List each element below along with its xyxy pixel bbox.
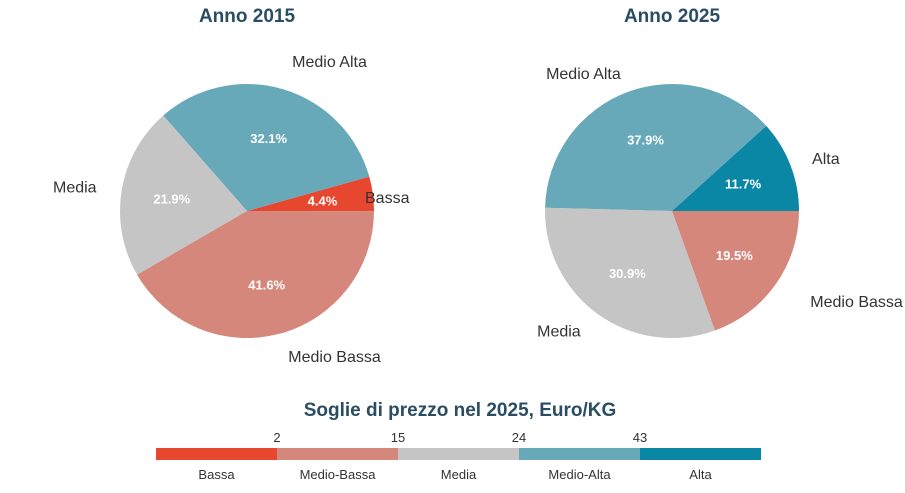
legend-swatch-bassa [156, 448, 277, 460]
legend-category-label: Media [441, 467, 477, 482]
slice-value-label: 32.1% [250, 131, 287, 146]
slice-category-label: Media [537, 323, 581, 340]
chart-title-2015: Anno 2015 [199, 6, 296, 27]
slice-category-label: Alta [812, 151, 840, 168]
pie-chart-2015: 4.4% Bassa 32.1% Medio Alta 21.9% Media 41.6% M… [53, 54, 410, 366]
legend-title: Soglie di prezzo nel 2025, Euro/KG [304, 400, 617, 421]
pie-slice-media [545, 207, 716, 338]
slice-category-label: Bassa [365, 190, 410, 207]
slice-value-label: 37.9% [627, 133, 664, 148]
threshold-legend: Bassa Medio-Bassa Media Medio-Alta Alta 2 15 24… [156, 430, 761, 482]
legend-category-label: Medio-Alta [548, 467, 611, 482]
pie-slice-bassa [247, 176, 374, 212]
pie-chart-2025: 11.7% Alta 37.9% Medio Alta 30.9% Media 19.5% M… [537, 66, 903, 341]
slice-category-label: Media [53, 180, 97, 197]
slice-category-label: Medio Bassa [288, 349, 381, 366]
legend-swatch-medio-alta [519, 448, 640, 460]
legend-swatch-alta [640, 448, 761, 460]
pie-slice-medio-alta [545, 83, 767, 211]
slice-value-label: 4.4% [308, 194, 338, 209]
chart-title-2025: Anno 2025 [624, 6, 721, 27]
slice-value-label: 21.9% [153, 192, 190, 207]
slice-category-label: Medio Alta [292, 54, 367, 71]
slice-value-label: 30.9% [609, 266, 646, 281]
legend-swatch-medio-bassa [277, 448, 398, 460]
legend-category-label: Bassa [198, 467, 235, 482]
slice-value-label: 19.5% [716, 248, 753, 263]
legend-threshold-tick: 2 [273, 430, 280, 445]
legend-category-label: Alta [689, 467, 712, 482]
pie-slice-medio-alta [163, 84, 370, 211]
legend-category-label: Medio-Bassa [300, 467, 377, 482]
legend-threshold-tick: 24 [512, 430, 526, 445]
slice-category-label: Medio Bassa [810, 294, 903, 311]
pie-slice-media [119, 115, 247, 275]
legend-threshold-tick: 15 [391, 430, 405, 445]
pie-slice-medio-bassa [672, 211, 799, 331]
slice-value-label: 11.7% [725, 177, 762, 192]
legend-swatch-media [398, 448, 519, 460]
slice-category-label: Medio Alta [546, 66, 621, 83]
slice-value-label: 41.6% [248, 278, 285, 293]
pie-slice-alta [672, 125, 799, 211]
pie-slice-medio-bassa [137, 211, 374, 339]
legend-threshold-tick: 43 [633, 430, 647, 445]
